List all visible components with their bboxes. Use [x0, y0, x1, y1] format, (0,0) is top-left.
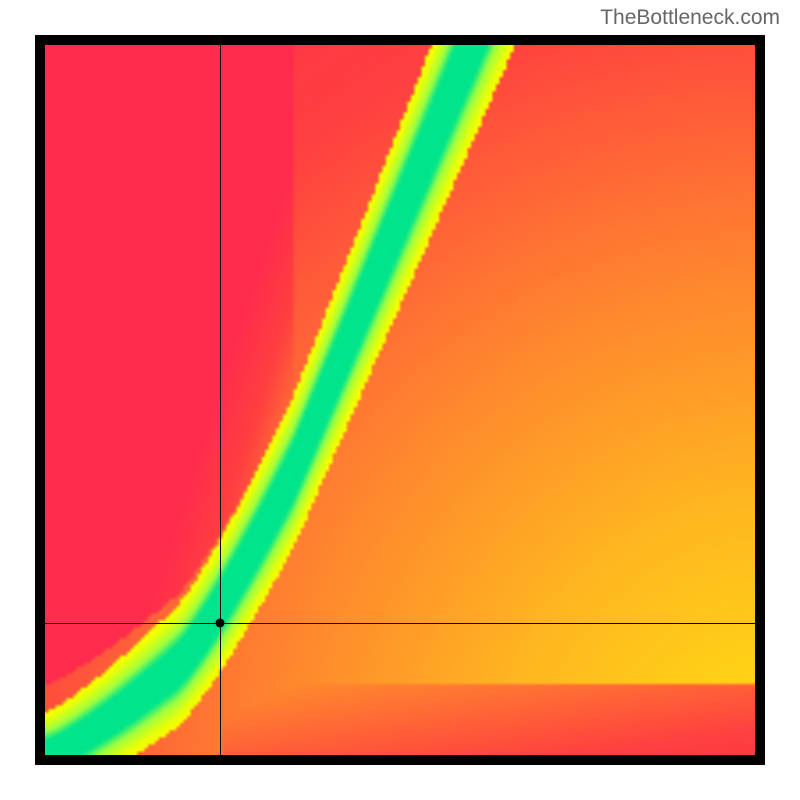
data-point-marker [215, 618, 224, 627]
watermark-text: TheBottleneck.com [600, 6, 780, 30]
heatmap-canvas [45, 45, 755, 755]
crosshair-horizontal [45, 623, 755, 624]
crosshair-vertical [220, 45, 221, 755]
plot-area [45, 45, 755, 755]
plot-frame [35, 35, 765, 765]
